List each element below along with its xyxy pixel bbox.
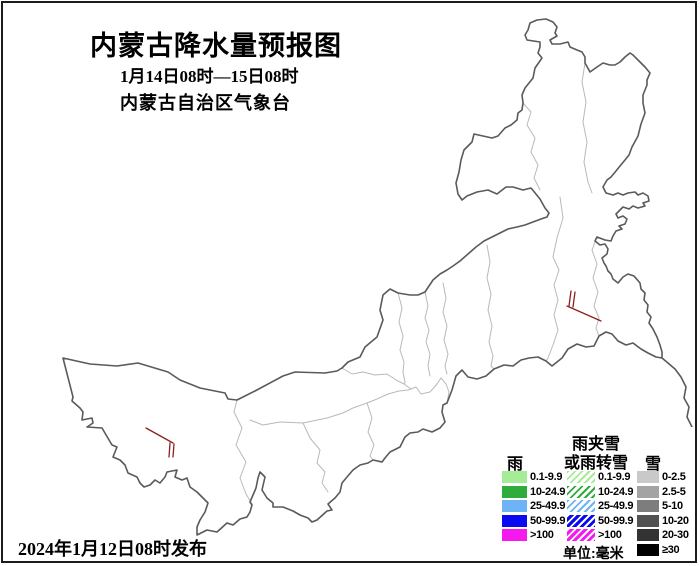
legend-header-sleet-line1: 雨夹雪 <box>571 436 620 453</box>
league-boundary-0 <box>233 399 253 505</box>
legend-value-label: 10-20 <box>662 514 689 527</box>
precipitation-legend: 雨夹雪 或雨转雪 雨 雪 0.1-9.9 10-24.9 25-49.9 50-99.… <box>495 427 698 562</box>
legend-value-label: 2.5-5 <box>662 485 686 498</box>
legend-swatch <box>502 514 527 527</box>
legend-row: >100 <box>502 529 565 541</box>
legend-value-label: 0.1-9.9 <box>530 471 563 483</box>
legend-row: 10-24.9 <box>567 485 634 498</box>
legend-swatch <box>502 500 527 512</box>
league-boundary-2 <box>249 388 412 426</box>
legend-row: 2.5-5 <box>637 485 689 498</box>
forecast-period: 1月14日08时—15日08时 <box>120 67 299 86</box>
legend-row: >100 <box>567 529 633 541</box>
annotation-mark-2 <box>566 305 602 322</box>
league-boundary-9 <box>522 102 541 191</box>
legend-swatch <box>567 471 595 483</box>
legend-header-snow: 雪 <box>645 456 662 473</box>
league-boundary-3 <box>397 292 406 385</box>
province-outer-boundary <box>62 18 697 536</box>
legend-value-label: 5-10 <box>662 500 683 512</box>
annotation-mark-1 <box>572 291 576 308</box>
league-boundary-7 <box>545 196 564 362</box>
league-boundary-11 <box>302 422 329 493</box>
legend-value-label: 50-99.9 <box>598 514 634 527</box>
legend-value-label: 0-2.5 <box>662 471 686 483</box>
league-boundary-8 <box>581 62 593 194</box>
legend-swatch <box>637 471 659 483</box>
league-boundary-6 <box>486 244 495 370</box>
legend-swatch <box>637 543 659 556</box>
annotation-mark-5 <box>172 443 175 458</box>
legend-swatch <box>502 485 527 498</box>
league-boundary-5 <box>442 282 449 375</box>
legend-row: 10-24.9 <box>502 485 566 498</box>
league-boundary-12 <box>366 402 375 461</box>
annotation-mark-0 <box>568 290 572 307</box>
legend-row: 10-20 <box>637 514 689 527</box>
legend-unit-label: 单位:毫米 <box>563 545 624 561</box>
league-boundary-10 <box>591 236 600 337</box>
legend-swatch <box>637 514 659 527</box>
legend-value-label: 20-30 <box>662 529 689 541</box>
issue-datetime: 2024年1月12日08时发布 <box>18 539 207 559</box>
legend-row: ≥30 <box>637 543 689 556</box>
legend-value-label: >100 <box>530 529 554 541</box>
legend-swatch <box>502 471 527 483</box>
league-boundary-1 <box>341 367 450 404</box>
legend-swatch <box>567 514 595 527</box>
map-title: 内蒙古降水量预报图 <box>90 31 342 61</box>
legend-row: 0.1-9.9 <box>567 471 633 483</box>
legend-row: 20-30 <box>637 529 689 541</box>
legend-value-label: ≥30 <box>662 543 680 556</box>
league-boundary-4 <box>424 291 431 377</box>
legend-row: 50-99.9 <box>502 514 566 527</box>
legend-swatch <box>637 485 659 498</box>
legend-row: 25-49.9 <box>502 500 566 512</box>
legend-swatch <box>567 485 595 498</box>
legend-value-label: 10-24.9 <box>530 485 566 498</box>
legend-swatch <box>502 529 527 541</box>
legend-value-label: 50-99.9 <box>530 514 566 527</box>
legend-row: 25-49.9 <box>567 500 634 512</box>
legend-value-label: 0.1-9.9 <box>598 471 631 483</box>
legend-value-label: 10-24.9 <box>598 485 634 498</box>
annotation-mark-4 <box>168 442 171 458</box>
legend-header-sleet-line2: 或雨转雪 <box>563 455 628 472</box>
legend-column-sleet: 0.1-9.9 10-24.9 25-49.9 50-99.9 >100 <box>567 471 634 544</box>
legend-header-rain: 雨 <box>507 456 524 473</box>
legend-swatch <box>567 529 595 541</box>
annotation-mark-3 <box>145 427 174 444</box>
legend-column-snow: 0-2.5 2.5-5 5-10 10-20 20-30 ≥30 <box>637 471 689 558</box>
legend-value-label: 25-49.9 <box>530 500 566 512</box>
legend-row: 0-2.5 <box>637 471 689 483</box>
legend-row: 0.1-9.9 <box>502 471 565 483</box>
legend-value-label: 25-49.9 <box>598 500 634 512</box>
legend-swatch <box>637 500 659 512</box>
legend-value-label: >100 <box>598 529 622 541</box>
legend-swatch <box>637 529 659 541</box>
legend-swatch <box>567 500 595 512</box>
legend-row: 50-99.9 <box>567 514 634 527</box>
issuing-agency: 内蒙古自治区气象台 <box>120 93 291 113</box>
legend-column-rain: 0.1-9.9 10-24.9 25-49.9 50-99.9 >100 <box>502 471 566 544</box>
legend-row: 5-10 <box>637 500 689 512</box>
